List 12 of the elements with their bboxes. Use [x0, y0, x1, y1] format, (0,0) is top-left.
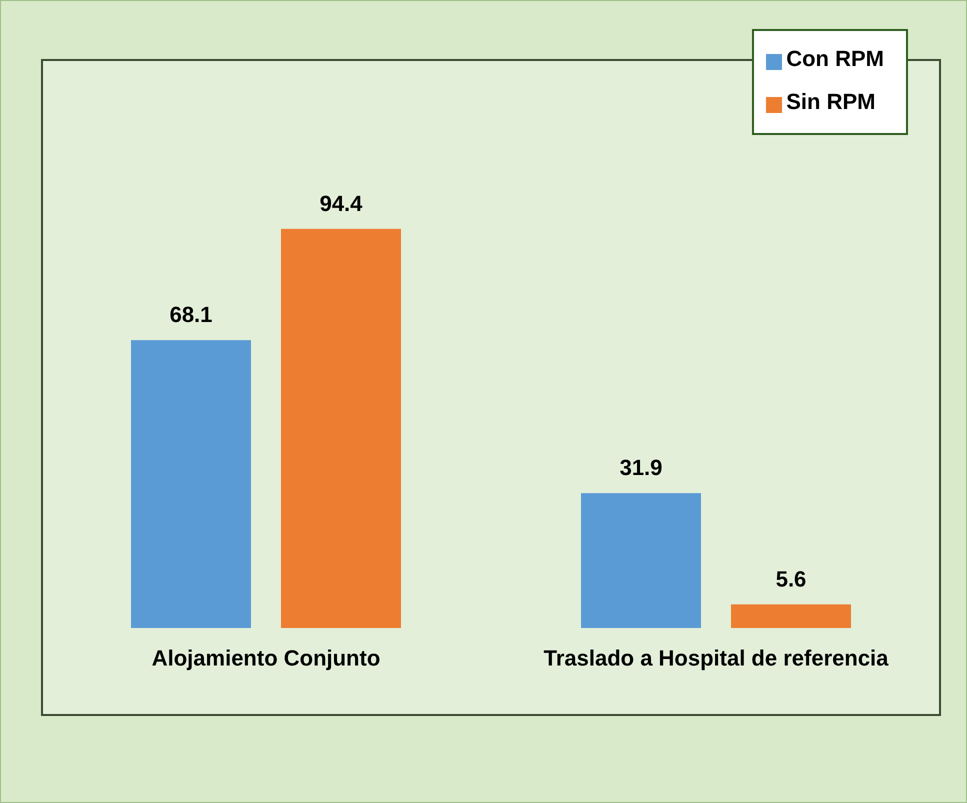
bar — [281, 228, 401, 628]
x-tick-label: Traslado a Hospital de referencia — [544, 646, 890, 671]
x-tick-label: Alojamiento Conjunto — [152, 646, 380, 671]
data-label: 31.9 — [620, 455, 662, 480]
bar — [731, 604, 851, 628]
data-label: 94.4 — [320, 190, 364, 216]
bar — [131, 340, 251, 628]
data-label: 68.1 — [170, 302, 212, 328]
bar — [581, 493, 701, 628]
legend-label: Con RPM — [786, 46, 884, 71]
data-label: 5.6 — [776, 566, 806, 592]
legend-label: Sin RPM — [786, 89, 876, 114]
